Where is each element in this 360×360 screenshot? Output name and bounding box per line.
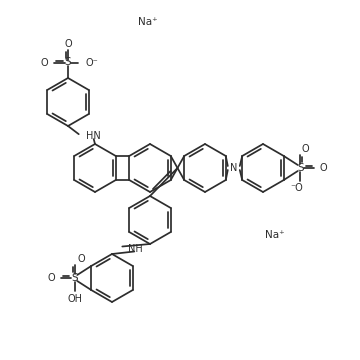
Text: O: O (302, 144, 309, 154)
Text: S: S (65, 57, 71, 67)
Text: O: O (40, 58, 48, 68)
Text: O⁻: O⁻ (85, 58, 98, 68)
Text: Na⁺: Na⁺ (138, 17, 158, 27)
Text: S: S (71, 273, 77, 283)
Text: Na⁺: Na⁺ (265, 230, 285, 240)
Text: HN: HN (86, 131, 100, 141)
Text: OH: OH (68, 294, 83, 304)
Text: O: O (320, 163, 327, 173)
Text: O: O (77, 254, 85, 264)
Text: ⁻O: ⁻O (291, 183, 303, 193)
Text: O: O (48, 273, 55, 283)
Text: NH: NH (128, 244, 143, 255)
Text: N: N (230, 163, 238, 173)
Text: O: O (64, 39, 72, 49)
Text: S: S (297, 163, 304, 173)
